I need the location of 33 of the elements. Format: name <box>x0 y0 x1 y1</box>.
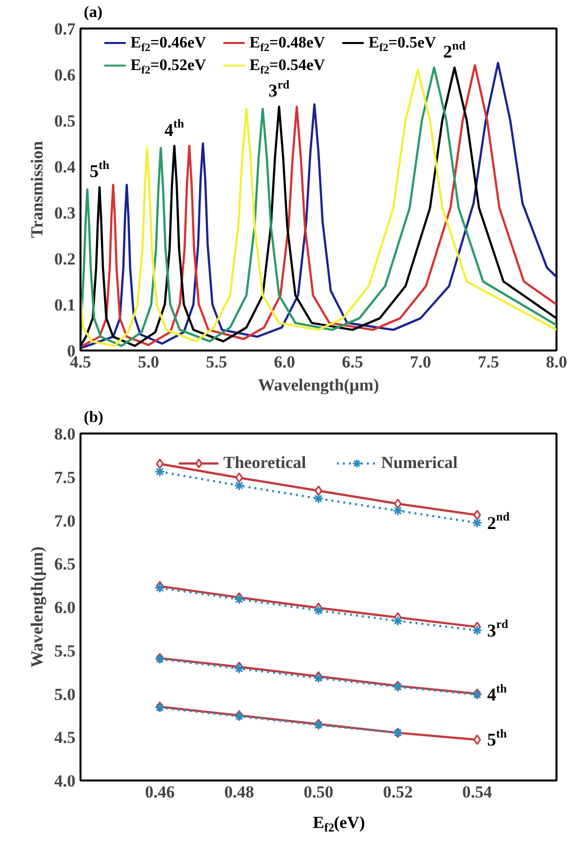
x-axis-title: Wavelength(μm) <box>258 376 380 394</box>
x-tick-label: 0.54 <box>462 782 493 802</box>
x-tick-label: 6.5 <box>342 352 364 372</box>
x-tick-label: 7.5 <box>478 352 500 372</box>
y-tick-label: 6.5 <box>54 554 76 574</box>
y-tick-label: 8.0 <box>54 424 76 444</box>
x-tick-label: 8.0 <box>546 352 568 372</box>
x-tick-label: 0.48 <box>224 782 254 802</box>
y-tick-label: 5.0 <box>54 684 76 704</box>
y-tick-label: 0.6 <box>54 66 76 84</box>
y-tick-label: 4.0 <box>54 772 76 790</box>
y-tick-label: 0.1 <box>54 296 76 314</box>
y-tick-label: 7.0 <box>54 511 76 530</box>
y-tick-label: 0.2 <box>54 250 76 268</box>
y-tick-label: 0.4 <box>54 158 76 176</box>
x-tick-label: 5.0 <box>138 352 160 372</box>
y-tick-label: 0.5 <box>54 112 76 130</box>
y-tick-label: 0.7 <box>54 20 76 38</box>
x-tick-label: 5.5 <box>206 352 228 372</box>
x-tick-label: 6.0 <box>274 352 296 372</box>
y-tick-label: 4.5 <box>54 728 76 748</box>
y-tick-label: 5.5 <box>54 641 76 660</box>
x-tick-label: 0.52 <box>382 782 413 802</box>
legend-label: Theoretical <box>223 453 306 473</box>
x-tick-label: 0.46 <box>144 782 175 802</box>
x-tick-label: 7.0 <box>410 352 432 372</box>
y-tick-label: 6.0 <box>54 598 76 617</box>
y-axis-title: Wavelength(μm) <box>27 546 46 668</box>
y-tick-label: 7.5 <box>54 468 76 487</box>
y-tick-label: 0.3 <box>54 204 76 222</box>
legend-label: Numerical <box>381 453 458 473</box>
x-tick-label: 0.50 <box>304 782 334 802</box>
y-axis-title: Transmission <box>27 140 46 238</box>
